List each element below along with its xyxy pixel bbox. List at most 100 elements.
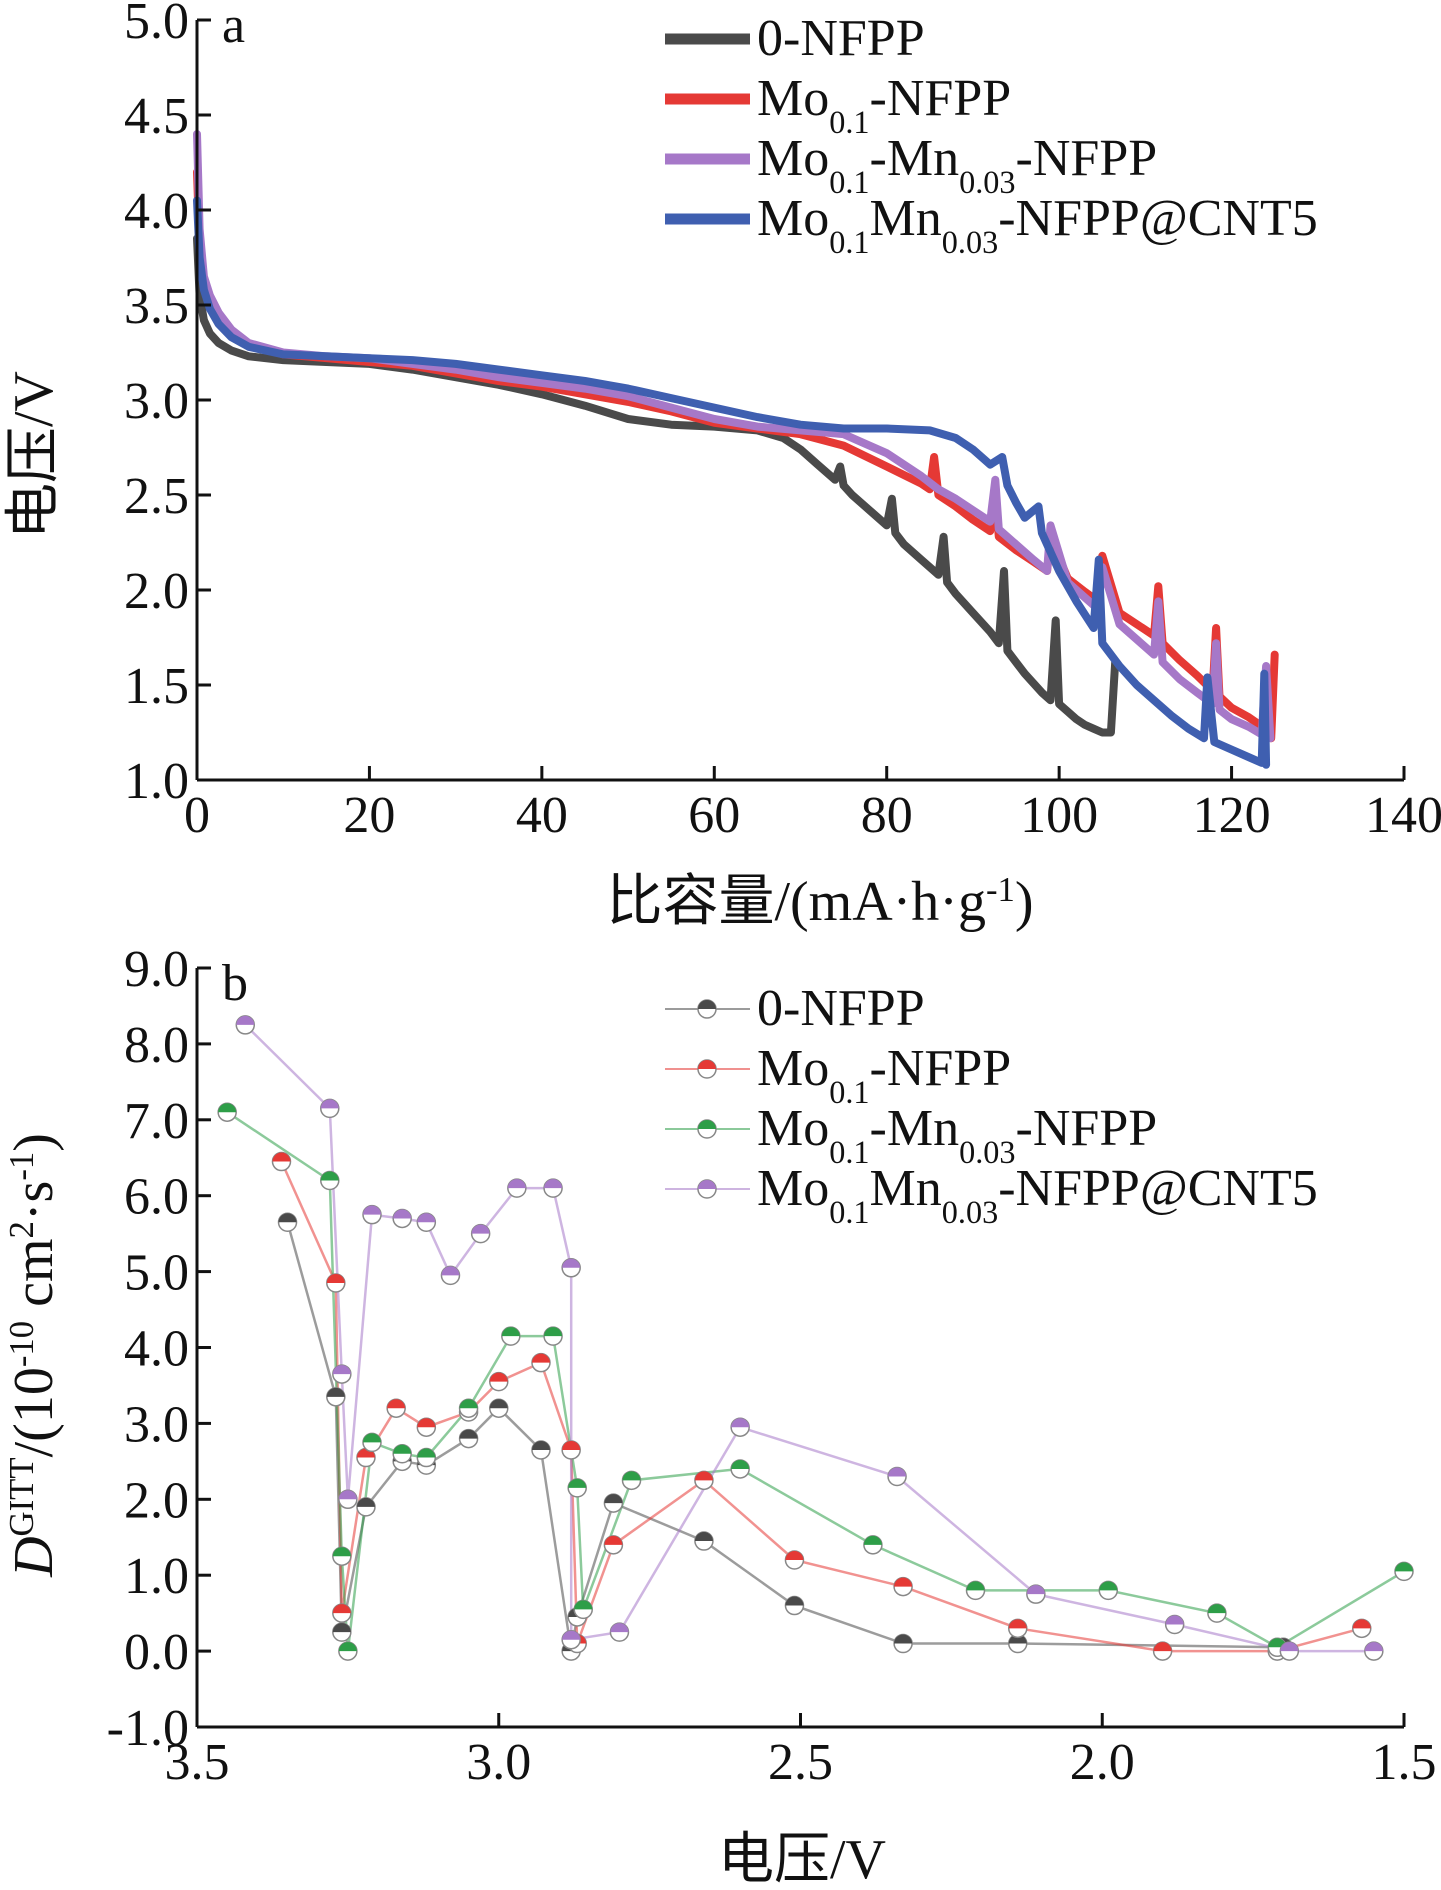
panel-b-y-tick-label: 4.0 [124, 1321, 189, 1378]
data-point [1364, 1641, 1384, 1661]
panel-a-y-tick-label: 3.0 [124, 373, 189, 430]
data-point [887, 1466, 907, 1487]
panel-b-x-tick-label: 2.5 [768, 1734, 833, 1791]
data-point [567, 1478, 587, 1498]
legend-entry-label: Mo0.1-Mn0.03-NFPP [757, 1100, 1157, 1170]
data-point [965, 1580, 986, 1601]
panel-b-y-tick-label: 3.0 [124, 1396, 189, 1453]
data-point [271, 1151, 292, 1172]
data-point [863, 1535, 883, 1555]
data-point [332, 1364, 352, 1384]
data-point [217, 1102, 237, 1122]
panel-a-discharge-curves: 0 20 40 60 80 100 120 140 1.0 1.5 2.0 2.5 3.0 3.5 4.0 4… [3, 0, 1441, 933]
series-line [193, 234, 1120, 737]
panel-a-x-tick-label: 100 [1020, 787, 1098, 844]
data-point [277, 1212, 298, 1233]
data-point [489, 1398, 509, 1418]
panel-a-y-tick-label: 2.0 [124, 563, 189, 620]
data-point [603, 1493, 624, 1513]
data-point [392, 1208, 412, 1229]
data-point [416, 1447, 437, 1468]
legend-entry-label: Mo0.1-NFPP [757, 1040, 1011, 1110]
data-point [489, 1371, 509, 1392]
data-point [1098, 1580, 1119, 1601]
legend-marker [697, 999, 717, 1019]
series-line [226, 1111, 1405, 1652]
data-point [561, 1440, 581, 1460]
legend-entry-label: 0-NFPP [757, 980, 925, 1037]
panel-a-x-tick-label: 120 [1193, 787, 1271, 844]
data-point [1279, 1641, 1300, 1661]
panel-a-x-tick-label: 40 [516, 787, 568, 844]
panel-a-y-tick-label: 1.5 [124, 658, 189, 715]
legend-marker [697, 1059, 717, 1079]
panel-a-x-tick-label: 0 [184, 787, 210, 844]
data-point [326, 1387, 346, 1407]
panel-b-plot-area [217, 1015, 1414, 1661]
legend-entry-label: Mo0.1-NFPP [757, 70, 1011, 140]
panel-b-y-tick-label: 1.0 [124, 1548, 189, 1605]
panel-b-y-tick-label: 7.0 [124, 1093, 189, 1150]
data-point [561, 1629, 581, 1650]
data-point [561, 1258, 581, 1278]
data-point [362, 1204, 382, 1225]
panel-a-x-tick-label: 20 [343, 787, 395, 844]
legend-marker [697, 1179, 717, 1199]
data-point [326, 1273, 346, 1293]
data-point [531, 1352, 551, 1373]
data-point [507, 1178, 527, 1198]
series-line [244, 1024, 1374, 1653]
panel-b-x-tick-label: 1.5 [1372, 1734, 1437, 1791]
data-point [332, 1622, 352, 1642]
panel-a-y-tick-label: 3.5 [124, 278, 189, 335]
data-point [531, 1440, 551, 1460]
data-point [362, 1432, 382, 1453]
panel-b-y-tick-label: 2.0 [124, 1472, 189, 1529]
data-point [603, 1535, 624, 1555]
panel-a-y-tick-label: 4.0 [124, 183, 189, 240]
data-point [320, 1098, 340, 1119]
legend-entry-label: Mo0.1Mn0.03-NFPP@CNT5 [757, 190, 1318, 260]
panel-a-y-tick-label: 1.0 [124, 753, 189, 810]
data-point [386, 1398, 406, 1418]
data-point [332, 1603, 352, 1623]
data-point [784, 1595, 805, 1616]
panel-b-x-axis-title: 电压/V [718, 1829, 886, 1890]
data-point [573, 1599, 593, 1620]
panel-a-y-tick-label: 2.5 [124, 468, 189, 525]
legend-entry-label: 0-NFPP [757, 10, 925, 67]
data-point [332, 1546, 352, 1566]
panel-b-legend: 0-NFPPMo0.1-NFPPMo0.1-Mn0.03-NFPPMo0.1Mn… [665, 980, 1318, 1230]
legend-entry-label: Mo0.1-Mn0.03-NFPP [757, 130, 1157, 200]
data-point [501, 1326, 521, 1346]
data-point [694, 1470, 714, 1491]
data-point [1026, 1584, 1046, 1604]
data-point [1164, 1614, 1185, 1635]
panel-b-y-tick-label: -1.0 [107, 1700, 189, 1757]
data-point [458, 1428, 479, 1449]
data-point [893, 1633, 913, 1654]
data-point [784, 1550, 805, 1570]
data-point [356, 1497, 376, 1517]
data-point [458, 1398, 479, 1418]
data-point [416, 1212, 437, 1233]
panel-b-x-tick-label: 3.0 [466, 1734, 531, 1791]
data-point [320, 1170, 340, 1191]
panel-a-x-tick-label: 140 [1365, 787, 1441, 844]
panel-a-x-tick-label: 60 [688, 787, 740, 844]
panel-b-y-tick-label: 9.0 [124, 941, 189, 998]
data-point [1352, 1618, 1372, 1639]
panel-b-y-tick-label: 6.0 [124, 1169, 189, 1226]
data-point [338, 1489, 358, 1510]
data-point [235, 1015, 256, 1035]
data-point [694, 1531, 714, 1551]
panel-a-axes: 0 20 40 60 80 100 120 140 1.0 1.5 2.0 2.5 3.0 3.5 4.0 4… [124, 0, 1441, 844]
data-point [609, 1622, 630, 1642]
data-point [416, 1417, 437, 1437]
data-point [392, 1444, 412, 1464]
panel-b-y-tick-label: 8.0 [124, 1017, 189, 1074]
data-point [1152, 1641, 1173, 1661]
panel-b-y-axis-title: DGITT/(10-10 cm2·s-1) [2, 1133, 66, 1578]
data-point [1008, 1618, 1028, 1639]
panel-a-x-axis-title: 比容量/(mA·h·g-1) [606, 870, 1033, 934]
